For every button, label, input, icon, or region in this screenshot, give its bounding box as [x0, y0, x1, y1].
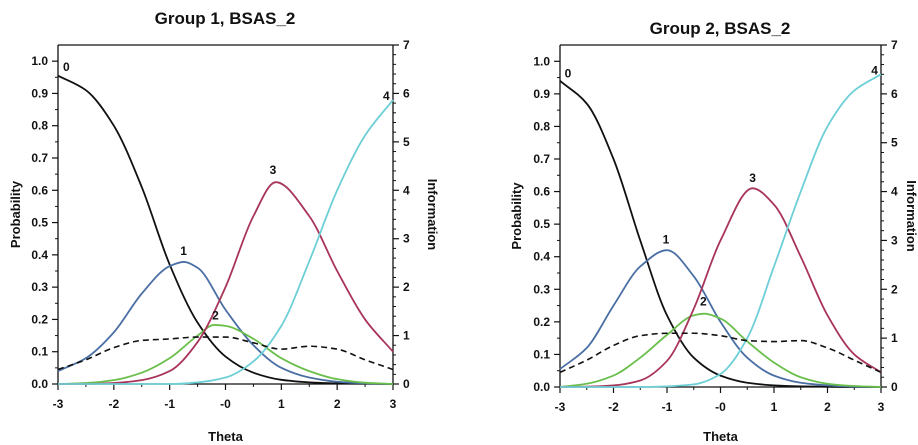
y2-tick-label: 5	[891, 136, 898, 150]
x-tick-label: -0	[220, 397, 231, 411]
x-tick-label: 3	[390, 397, 397, 411]
x-tick-label: -3	[53, 397, 64, 411]
chart-panel-2: Group 2, BSAS_2 Theta Probability Informati…	[509, 19, 918, 444]
chart-title: Group 1, BSAS_2	[155, 9, 296, 28]
information-curve	[57, 336, 394, 371]
x-tick-label: -1	[164, 397, 175, 411]
y-tick-label: 0.9	[31, 86, 48, 100]
y2-tick-label: 6	[403, 86, 410, 100]
chart-title: Group 2, BSAS_2	[650, 19, 791, 38]
chart-panel-1: Group 1, BSAS_2 Theta Probability Informati…	[8, 9, 440, 444]
category-1-curve	[57, 261, 394, 385]
y2-axis-title: Information	[904, 180, 918, 252]
y2-tick-label: 5	[403, 135, 410, 149]
y-tick-label: 0.7	[533, 152, 550, 166]
y-axis-title: Probability	[509, 182, 524, 250]
y-tick-label: 0.2	[533, 315, 550, 329]
y-tick-label: 0.3	[533, 282, 550, 296]
y-tick-label: 0.3	[31, 280, 48, 294]
y-tick-label: 0.8	[31, 119, 48, 133]
category-4-curve	[57, 99, 394, 385]
y2-tick-label: 4	[891, 185, 898, 199]
curve-label-0: 0	[565, 67, 572, 81]
y-tick-label: 0.0	[533, 380, 550, 394]
category-3-curve	[57, 181, 394, 385]
information-curve	[559, 332, 882, 374]
y-tick-label: 0.5	[533, 217, 550, 231]
category-0-curve	[559, 80, 881, 388]
x-tick-label: -2	[608, 400, 619, 414]
y2-tick-label: 2	[891, 282, 898, 296]
y-tick-label: 1.0	[533, 54, 550, 68]
category-4-curve	[559, 73, 882, 388]
x-tick-label: -1	[662, 400, 673, 414]
y2-tick-label: 2	[403, 280, 410, 294]
y2-tick-label: 1	[403, 329, 410, 343]
curve-label-3: 3	[270, 163, 277, 177]
y-tick-label: 0.4	[31, 248, 48, 262]
x-tick-label: 2	[824, 400, 831, 414]
curve-label-0: 0	[63, 60, 70, 74]
category-2-curve	[57, 324, 394, 385]
x-tick-label: 1	[771, 400, 778, 414]
y2-axis-title: Information	[425, 179, 440, 251]
curve-label-4: 4	[871, 63, 878, 77]
x-tick-label: 2	[334, 397, 341, 411]
y-tick-label: 0.6	[31, 183, 48, 197]
x-axis-title: Theta	[208, 429, 243, 444]
y2-tick-label: 0	[403, 377, 410, 391]
y2-tick-label: 4	[403, 183, 410, 197]
y2-tick-label: 3	[891, 233, 898, 247]
x-tick-label: -0	[715, 400, 726, 414]
y-tick-label: 0.7	[31, 151, 48, 165]
y-tick-label: 0.6	[533, 185, 550, 199]
y-tick-label: 0.8	[533, 119, 550, 133]
y2-tick-label: 0	[891, 380, 898, 394]
y2-tick-label: 6	[891, 87, 898, 101]
category-1-curve	[559, 249, 882, 388]
y-tick-label: 0.4	[533, 250, 550, 264]
curve-label-4: 4	[383, 89, 390, 103]
curve-label-1: 1	[663, 233, 670, 247]
y2-tick-label: 1	[891, 331, 898, 345]
y-tick-label: 0.5	[31, 216, 48, 230]
y-tick-label: 0.0	[31, 377, 48, 391]
y2-tick-label: 3	[403, 232, 410, 246]
x-tick-label: 1	[278, 397, 285, 411]
y-axis-title: Probability	[8, 180, 23, 248]
y-tick-label: 0.9	[533, 87, 550, 101]
curve-label-1: 1	[180, 244, 187, 258]
curve-label-2: 2	[212, 308, 219, 322]
y-tick-label: 1.0	[31, 54, 48, 68]
curve-label-2: 2	[700, 295, 707, 309]
y-tick-label: 0.2	[31, 312, 48, 326]
curve-label-3: 3	[749, 171, 756, 185]
y-tick-label: 0.1	[533, 347, 550, 361]
category-2-curve	[559, 312, 882, 388]
x-axis-title: Theta	[703, 429, 738, 444]
x-tick-label: -3	[555, 400, 566, 414]
y2-tick-label: 7	[891, 38, 898, 52]
category-0-curve	[57, 74, 394, 385]
x-tick-label: -2	[108, 397, 119, 411]
y-tick-label: 0.1	[31, 345, 48, 359]
x-tick-label: 3	[878, 400, 885, 414]
y2-tick-label: 7	[403, 38, 410, 52]
category-3-curve	[559, 187, 882, 388]
